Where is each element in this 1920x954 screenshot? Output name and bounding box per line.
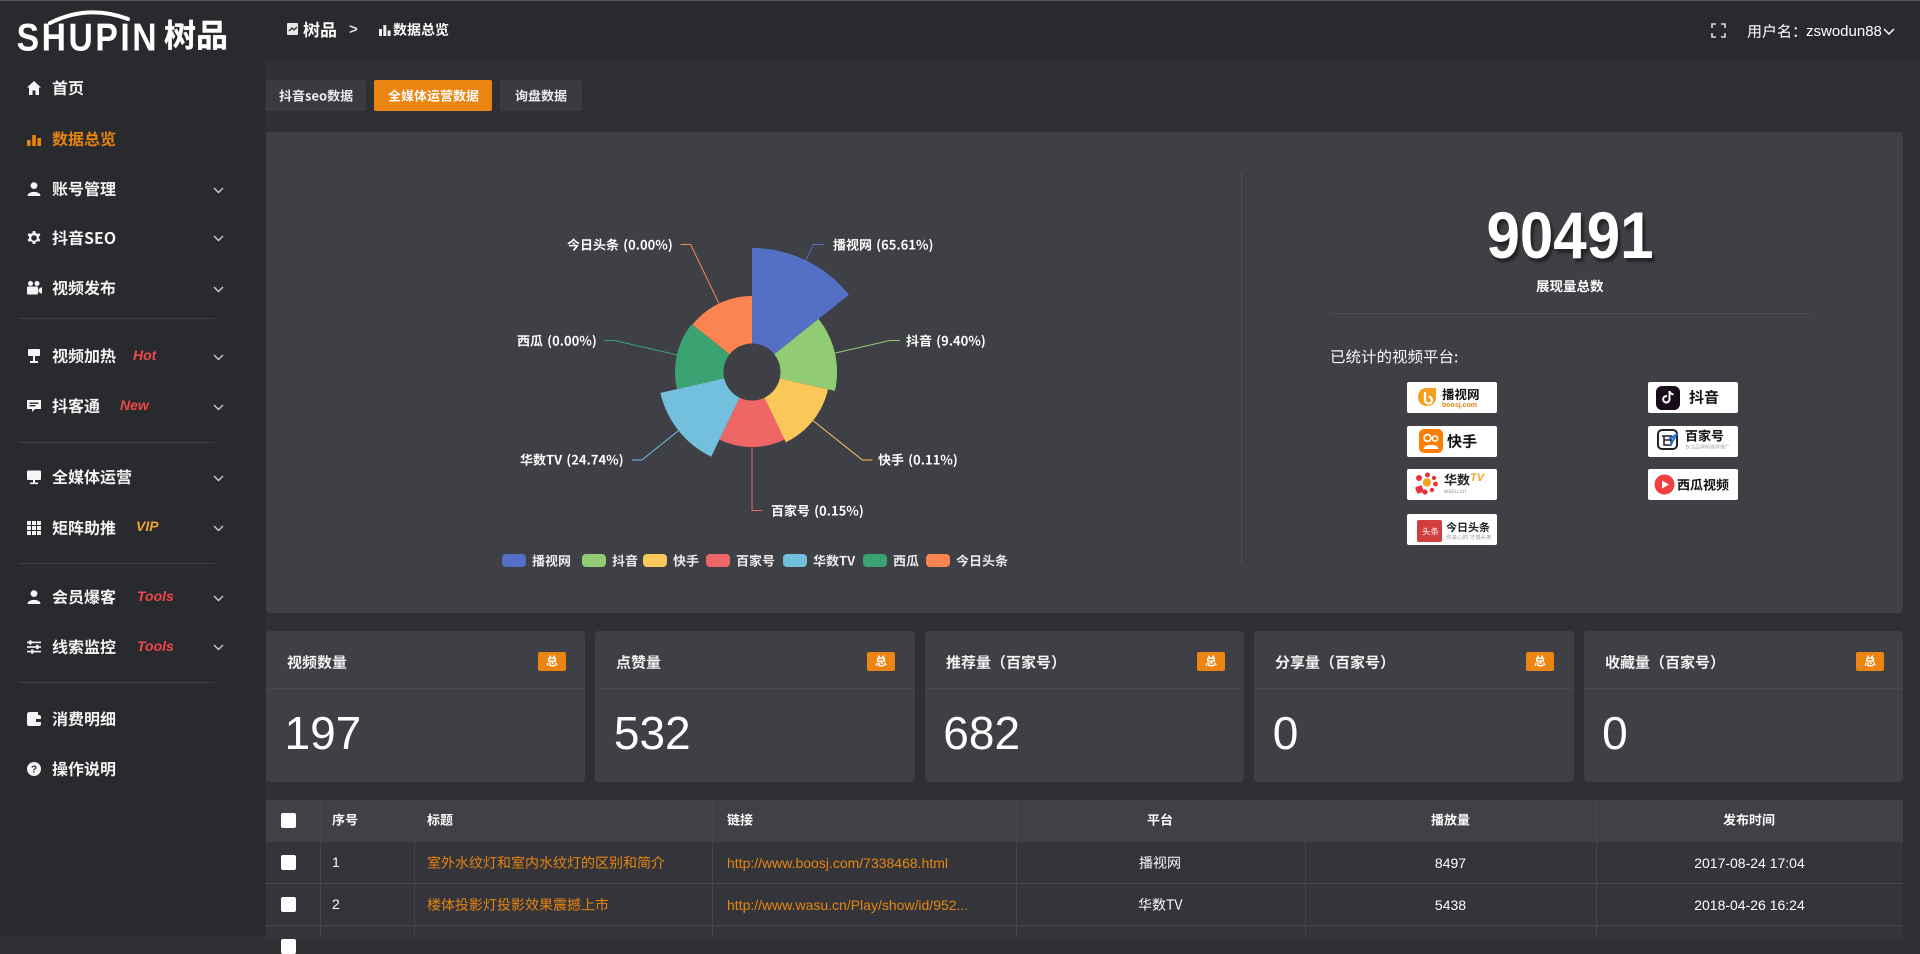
svg-text:?: ?	[31, 765, 37, 776]
svg-text:SHUPIN: SHUPIN	[17, 15, 157, 56]
